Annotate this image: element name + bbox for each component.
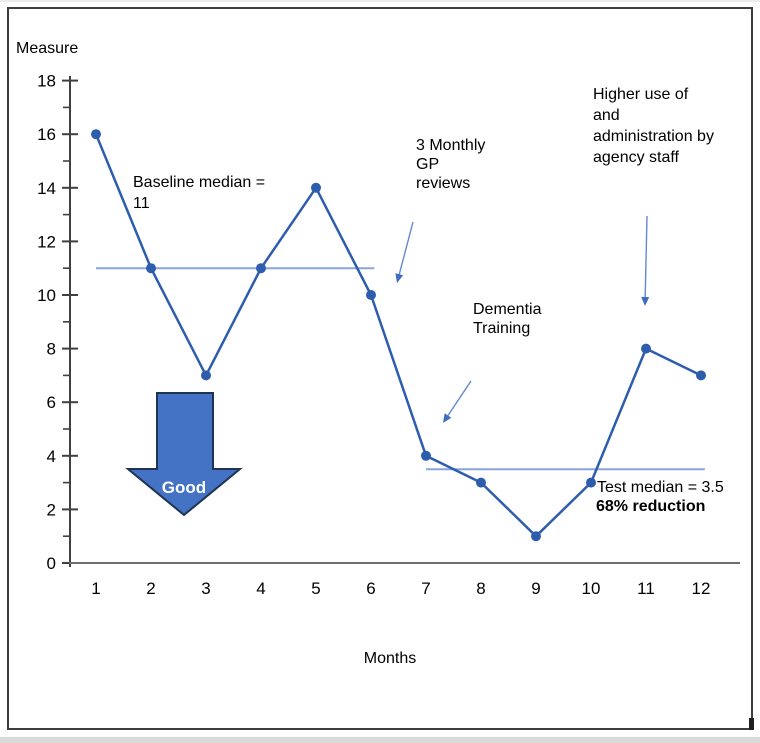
y-tick-label: 16 xyxy=(37,125,56,144)
good-direction-arrow xyxy=(125,392,243,517)
agency_staff-arrow xyxy=(644,215,648,298)
data-point-month-12 xyxy=(696,370,706,381)
data-point-month-11 xyxy=(641,343,651,354)
x-tick-label: 12 xyxy=(692,579,711,598)
good-arrow-label: Good xyxy=(162,478,206,497)
dementia-training-annotation: Dementia Training xyxy=(473,301,542,337)
y-tick-label: 10 xyxy=(37,286,56,305)
x-tick-label: 10 xyxy=(582,579,601,598)
x-tick-label: 4 xyxy=(256,579,265,598)
data-point-month-2 xyxy=(146,263,156,274)
data-point-month-8 xyxy=(476,477,486,488)
x-tick-label: 2 xyxy=(146,579,155,598)
y-tick-label: 14 xyxy=(37,179,56,198)
y-tick-label: 12 xyxy=(37,232,56,251)
gp-reviews-annotation: 3 Monthly GP reviews xyxy=(416,137,486,192)
series-line xyxy=(94,133,702,538)
reduction-annotation: 68% reduction xyxy=(596,498,706,515)
frame-corner-shadow xyxy=(749,718,754,730)
agency-staff-annotation: Higher use of and administration by agen… xyxy=(593,86,714,166)
y-tick-label: 8 xyxy=(47,340,56,359)
gp_reviews-arrow xyxy=(398,221,414,275)
data-point-month-9 xyxy=(531,531,541,542)
y-tick-label: 2 xyxy=(47,500,56,519)
y-axis-title: Measure xyxy=(16,40,79,57)
y-tick-label: 4 xyxy=(47,447,56,466)
dementia_training-arrowhead xyxy=(443,413,452,423)
data-point-month-7 xyxy=(421,450,431,461)
x-tick-label: 1 xyxy=(91,579,100,598)
gp_reviews-arrowhead xyxy=(395,273,404,283)
data-point-month-1 xyxy=(91,129,101,140)
dementia_training-arrow xyxy=(447,380,472,416)
y-tick-label: 18 xyxy=(37,72,56,91)
y-tick-label: 6 xyxy=(47,393,56,412)
page-edge-bottom xyxy=(0,737,760,743)
x-tick-label: 11 xyxy=(637,579,655,598)
y-tick-label: 0 xyxy=(47,554,56,573)
x-tick-label: 3 xyxy=(201,579,210,598)
x-tick-label: 5 xyxy=(311,579,320,598)
x-tick-label: 6 xyxy=(366,579,375,598)
x-tick-label: 8 xyxy=(476,579,485,598)
x-axis-title: Months xyxy=(363,650,417,667)
page-edge-top xyxy=(0,0,760,2)
data-point-month-5 xyxy=(311,182,321,193)
chart-frame xyxy=(7,7,753,730)
agency_staff-arrowhead xyxy=(641,296,650,306)
test-median-annotation: Test median = 3.5 xyxy=(597,479,724,496)
baseline-median-annotation: Baseline median = 11 xyxy=(133,174,266,212)
data-point-month-6 xyxy=(366,290,376,300)
x-tick-label: 7 xyxy=(421,579,430,598)
data-point-month-3 xyxy=(201,370,211,381)
data-point-month-4 xyxy=(256,263,266,274)
data-point-month-10 xyxy=(586,477,596,488)
x-tick-label: 9 xyxy=(531,579,540,598)
